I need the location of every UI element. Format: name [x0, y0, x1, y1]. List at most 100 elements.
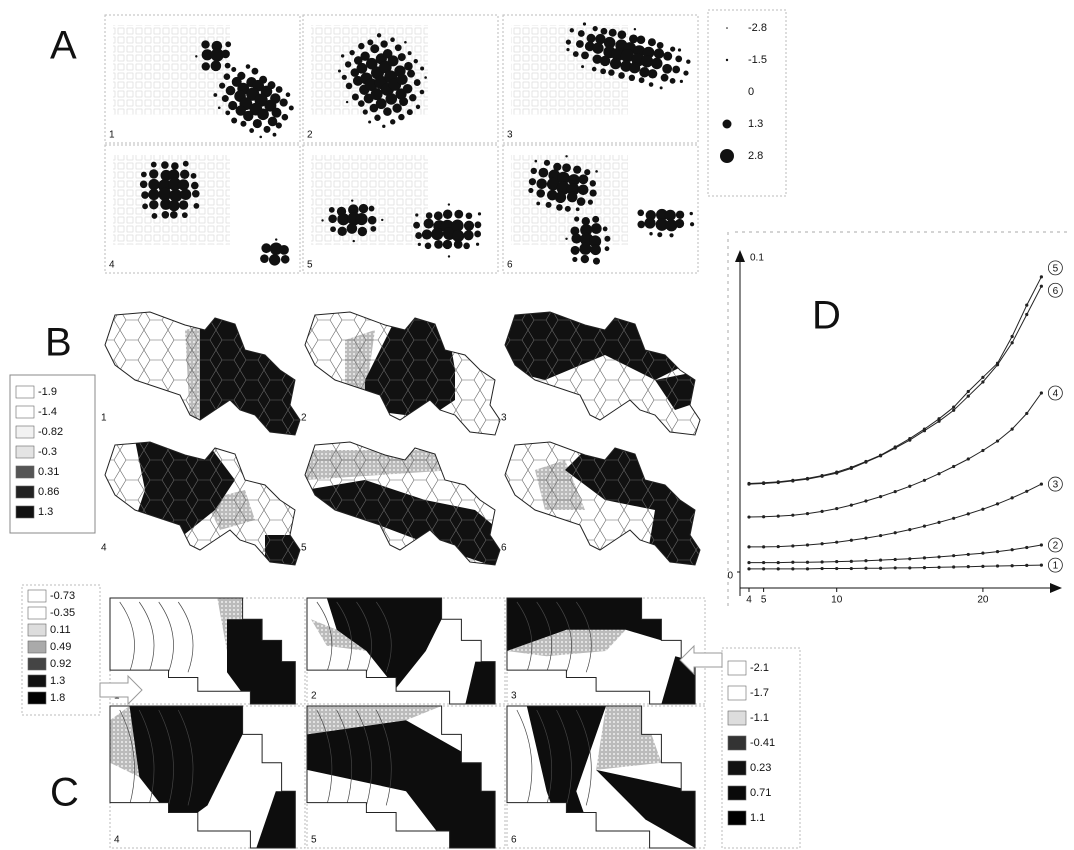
dot [578, 30, 585, 37]
dot [576, 40, 584, 48]
legend-swatch [28, 675, 46, 687]
dot [345, 61, 351, 67]
dot [675, 219, 684, 228]
dot [600, 68, 606, 74]
dot [148, 189, 159, 200]
point [835, 567, 838, 570]
dot [618, 72, 625, 79]
dot [663, 52, 672, 61]
dot [141, 172, 147, 178]
dot [454, 210, 463, 219]
dot [342, 75, 347, 80]
point [879, 454, 882, 457]
legend-swatch [28, 607, 46, 619]
point [981, 565, 984, 568]
point [879, 567, 882, 570]
point [967, 565, 970, 568]
region [596, 706, 661, 770]
dot [690, 222, 694, 226]
point [967, 390, 970, 393]
series-line [749, 286, 1041, 484]
dot [434, 211, 443, 220]
legend-swatch [728, 661, 746, 675]
point [1025, 412, 1028, 415]
point [996, 502, 999, 505]
map-number: 4 [101, 543, 107, 554]
map-number: 3 [507, 130, 513, 141]
map: 2 [301, 310, 505, 440]
point [850, 467, 853, 470]
dot [528, 188, 533, 193]
dot [259, 136, 262, 139]
dot [252, 68, 259, 75]
dot [535, 160, 538, 163]
dot [385, 93, 397, 105]
arrow [100, 676, 142, 704]
point [952, 406, 955, 409]
dot [351, 199, 353, 201]
dot [225, 110, 230, 115]
point [762, 515, 765, 518]
dot [148, 179, 159, 190]
dot [425, 242, 432, 249]
dot [680, 80, 683, 83]
map-number: 6 [511, 835, 517, 846]
point [850, 567, 853, 570]
dot [390, 119, 395, 124]
dot [665, 210, 676, 221]
dot [475, 221, 482, 228]
point [879, 495, 882, 498]
point [791, 514, 794, 517]
dot [191, 182, 199, 190]
dot [367, 39, 373, 45]
point [1040, 275, 1043, 278]
point [806, 543, 809, 546]
dot [566, 48, 569, 51]
legend-swatch [16, 466, 34, 478]
dot [657, 42, 664, 49]
dot [141, 191, 149, 199]
map-number: 2 [307, 130, 313, 141]
legend-swatch [16, 426, 34, 438]
map-number: 6 [501, 543, 507, 554]
point [747, 545, 750, 548]
point [820, 542, 823, 545]
point [1025, 546, 1028, 549]
dot [592, 42, 603, 53]
dot [368, 216, 377, 225]
dot [536, 202, 540, 206]
dot [282, 114, 289, 121]
series-label: 4 [1053, 389, 1059, 400]
dot [576, 207, 580, 211]
point [894, 490, 897, 493]
dot [476, 243, 479, 246]
point [1040, 285, 1043, 288]
point [791, 561, 794, 564]
point [1011, 428, 1014, 431]
map-number: 3 [501, 413, 507, 424]
dot [346, 101, 348, 103]
dot [478, 212, 481, 215]
dot [272, 108, 282, 118]
point [791, 544, 794, 547]
dot [376, 98, 387, 109]
dot [637, 210, 644, 217]
dot [595, 170, 598, 173]
dot [578, 174, 588, 184]
dot [162, 211, 170, 219]
dot [179, 200, 188, 209]
dot [347, 223, 358, 234]
dot [555, 192, 566, 203]
dot [403, 84, 413, 94]
map: 3 [501, 310, 705, 440]
series-label: 2 [1053, 541, 1059, 552]
point [967, 395, 970, 398]
dot [590, 244, 601, 255]
dot [358, 43, 364, 49]
legend-label: 1.8 [50, 692, 65, 704]
dot [578, 184, 589, 195]
dot [286, 92, 291, 97]
x-tick-label: 10 [831, 595, 843, 606]
point [923, 566, 926, 569]
y-arrow [735, 250, 745, 262]
